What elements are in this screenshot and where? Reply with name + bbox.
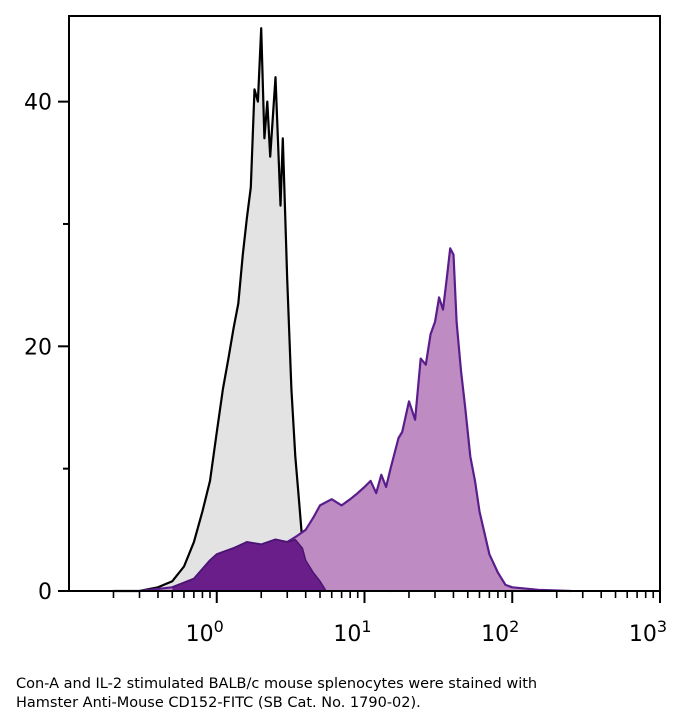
y-tick-label-40: 40: [24, 91, 52, 116]
y-tick-label-0: 0: [38, 580, 52, 605]
x-tick-label-2: 102: [481, 617, 519, 647]
series-isotype-control-area: [113, 28, 391, 591]
series-CD152-FITC-area: [139, 248, 571, 591]
y-tick-label-20: 20: [24, 335, 52, 360]
figure-caption: Con-A and IL-2 stimulated BALB/c mouse s…: [16, 675, 686, 713]
axis-layer: 0 20 40 100 101 102 103: [24, 91, 667, 647]
caption-line-1: Con-A and IL-2 stimulated BALB/c mouse s…: [16, 676, 538, 692]
x-tick-label-3: 103: [629, 617, 667, 647]
x-tick-label-1: 101: [333, 617, 371, 647]
series-overlap-area: [172, 539, 327, 591]
histogram-chart: 0 20 40 100 101 102 103: [24, 15, 667, 647]
series-layer: [113, 27, 572, 593]
series-overlap-line: [172, 538, 327, 592]
x-tick-label-0: 100: [186, 617, 224, 647]
caption-line-2: Hamster Anti-Mouse CD152-FITC (SB Cat. N…: [16, 695, 421, 711]
